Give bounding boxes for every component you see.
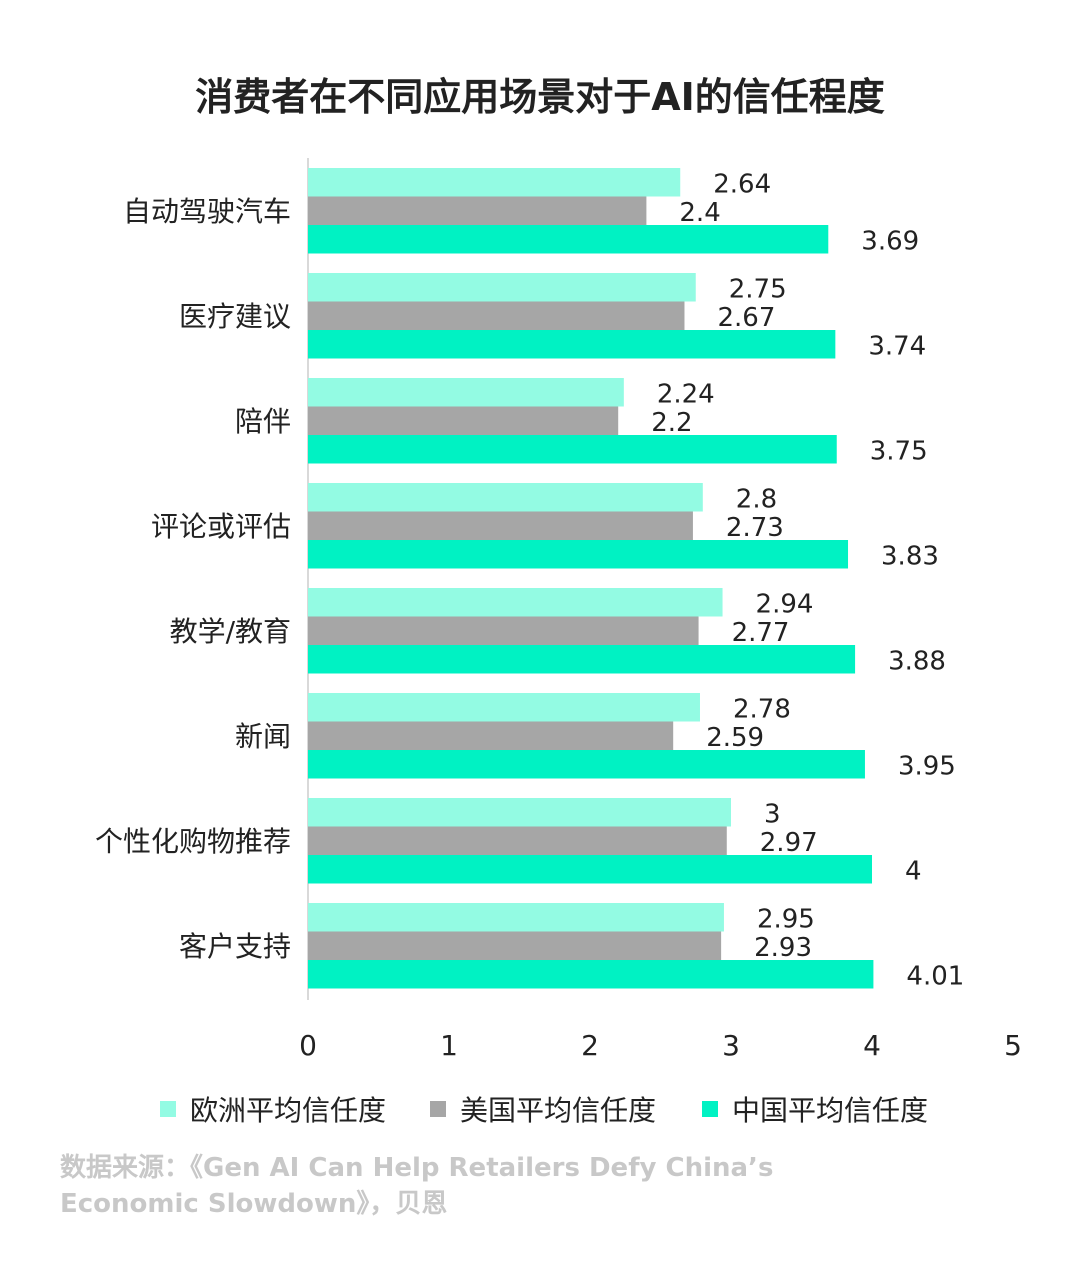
category-label: 客户支持 [179, 930, 291, 963]
bar [308, 196, 647, 225]
bar [308, 330, 836, 359]
category-label: 新闻 [235, 720, 291, 753]
bar [308, 645, 856, 674]
bar [308, 931, 722, 960]
x-tick-label: 2 [581, 1029, 599, 1062]
data-label: 3.88 [888, 646, 946, 676]
category-label: 个性化购物推荐 [95, 825, 291, 858]
bar [308, 301, 685, 330]
data-label: 2.95 [757, 904, 815, 934]
bar [308, 798, 731, 827]
x-tick-label: 5 [1004, 1029, 1022, 1062]
data-label: 3 [764, 799, 781, 829]
data-label: 3.95 [898, 751, 956, 781]
x-tick-label: 4 [863, 1029, 881, 1062]
category-label: 自动驾驶汽车 [123, 195, 291, 228]
bar [308, 616, 699, 645]
data-label: 2.73 [726, 513, 784, 543]
data-label: 2.2 [651, 408, 692, 438]
bar [308, 540, 849, 569]
data-label: 2.78 [733, 694, 791, 724]
chart-title: 消费者在不同应用场景对于AI的信任程度 [195, 75, 885, 119]
data-label: 2.77 [732, 618, 790, 648]
bar-chart: 自动驾驶汽车2.642.43.69医疗建议2.752.673.74陪伴2.242… [95, 158, 1022, 1127]
data-label: 2.64 [713, 169, 771, 199]
legend-label: 美国平均信任度 [460, 1094, 656, 1127]
legend-swatch [430, 1101, 446, 1117]
category-label: 医疗建议 [179, 300, 291, 333]
category-label: 评论或评估 [151, 510, 291, 543]
data-label: 2.59 [706, 723, 764, 753]
bar [308, 960, 874, 989]
bar [308, 168, 681, 197]
bar [308, 588, 723, 617]
bar [308, 273, 696, 302]
data-label: 3.74 [868, 331, 926, 361]
bar [308, 855, 872, 884]
x-tick-label: 0 [299, 1029, 317, 1062]
category-label: 教学/教育 [170, 615, 291, 648]
x-tick-label: 3 [722, 1029, 740, 1062]
data-label: 2.75 [729, 274, 787, 304]
data-label: 4.01 [906, 961, 964, 991]
bar [308, 511, 693, 540]
bar [308, 406, 619, 435]
bar [308, 750, 865, 779]
data-label: 2.24 [657, 379, 715, 409]
data-label: 2.94 [756, 589, 814, 619]
data-label: 3.69 [861, 226, 919, 256]
data-label: 2.4 [679, 198, 720, 228]
data-label: 3.83 [881, 541, 939, 571]
legend-swatch [702, 1101, 718, 1117]
bar [308, 693, 700, 722]
data-label: 4 [905, 856, 922, 886]
category-label: 陪伴 [235, 405, 291, 438]
bar [308, 483, 703, 512]
data-label: 2.8 [736, 484, 777, 514]
legend-swatch [160, 1101, 176, 1117]
source-note: 数据来源：《Gen AI Can Help Retailers Defy Chi… [60, 1153, 774, 1219]
bar [308, 826, 727, 855]
bar [308, 378, 624, 407]
bar [308, 903, 724, 932]
legend-label: 欧洲平均信任度 [190, 1094, 386, 1127]
bar [308, 435, 837, 464]
bar [308, 225, 829, 254]
bar [308, 721, 674, 750]
data-label: 2.93 [754, 933, 812, 963]
data-label: 3.75 [870, 436, 928, 466]
legend-label: 中国平均信任度 [732, 1094, 928, 1127]
x-tick-label: 1 [440, 1029, 458, 1062]
data-label: 2.67 [717, 303, 775, 333]
data-label: 2.97 [760, 828, 818, 858]
